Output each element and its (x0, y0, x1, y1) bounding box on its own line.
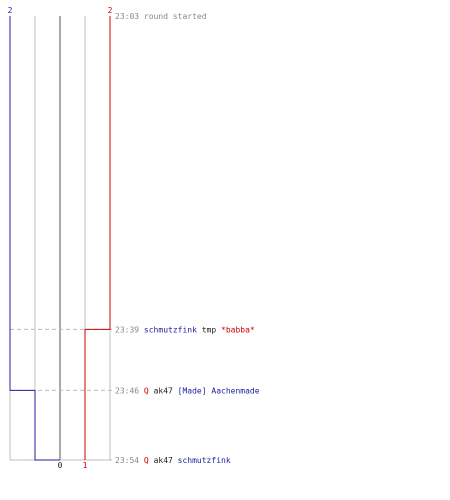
event-log-line: 23:39 schmutzfink tmp *babba* (115, 325, 255, 334)
event-text: [Made] Aachenmade (178, 386, 260, 395)
event-log-line: 23:54 Q ak47 schmutzfink (115, 456, 231, 465)
event-time: 23:54 (115, 456, 139, 465)
event-text: Q (144, 386, 149, 395)
event-text: round started (144, 12, 207, 21)
event-text: Q (144, 456, 149, 465)
event-text: *babba* (221, 325, 255, 334)
event-text: ak47 (149, 456, 178, 465)
series-top-label: 2 (108, 6, 113, 15)
event-time: 23:39 (115, 325, 139, 334)
event-text: schmutzfink (178, 456, 231, 465)
event-log-line: 23:46 Q ak47 [Made] Aachenmade (115, 386, 260, 395)
event-text: ak47 (149, 386, 178, 395)
series-line-0 (9, 16, 60, 461)
event-time: 23:03 (115, 12, 139, 21)
x-tick-label: 1 (83, 461, 88, 470)
event-log-line: 23:03 round started (115, 12, 207, 21)
event-text: schmutzfink (144, 325, 197, 334)
event-text: tmp (197, 325, 221, 334)
x-tick-label: 0 (58, 461, 63, 470)
event-time: 23:46 (115, 386, 139, 395)
series-top-label: 2 (8, 6, 13, 15)
series-line-1 (84, 16, 111, 460)
